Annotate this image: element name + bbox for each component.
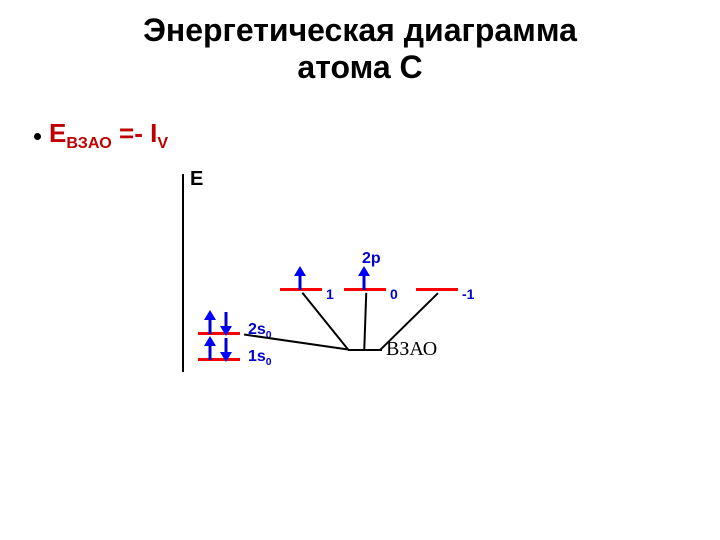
orbital-level: [416, 288, 458, 291]
orbital-label: 2p: [362, 250, 381, 268]
formula-sub2: V: [157, 134, 168, 152]
magnetic-number-label: -1: [462, 286, 474, 302]
formula-row: ЕВЗАО =- IV: [34, 118, 168, 153]
magnetic-number-label: 0: [390, 286, 398, 302]
energy-axis: [182, 174, 184, 372]
axis-label: E: [190, 168, 203, 191]
formula-sub: ВЗАО: [66, 134, 111, 152]
orbital-level: [198, 358, 240, 361]
title-line-2: атома С: [297, 49, 422, 85]
bullet-icon: [34, 133, 41, 140]
title-line-1: Энергетическая диаграмма: [143, 12, 577, 48]
formula-E: Е: [49, 118, 66, 148]
energy-diagram: E1s02s02p10-1ВЗАО: [170, 168, 540, 388]
page-title: Энергетическая диаграмма атома С: [0, 12, 720, 86]
orbital-level: [344, 288, 386, 291]
formula: ЕВЗАО =- IV: [49, 118, 168, 153]
formula-eq: =- I: [112, 118, 158, 148]
pointer-line: [348, 349, 382, 351]
orbital-level: [280, 288, 322, 291]
orbital-level: [198, 332, 240, 335]
pointer-line: [363, 293, 366, 350]
magnetic-number-label: 1: [326, 286, 334, 302]
pointer-line: [301, 292, 348, 350]
orbital-label: 1s0: [248, 348, 272, 368]
vzao-label: ВЗАО: [386, 338, 437, 361]
